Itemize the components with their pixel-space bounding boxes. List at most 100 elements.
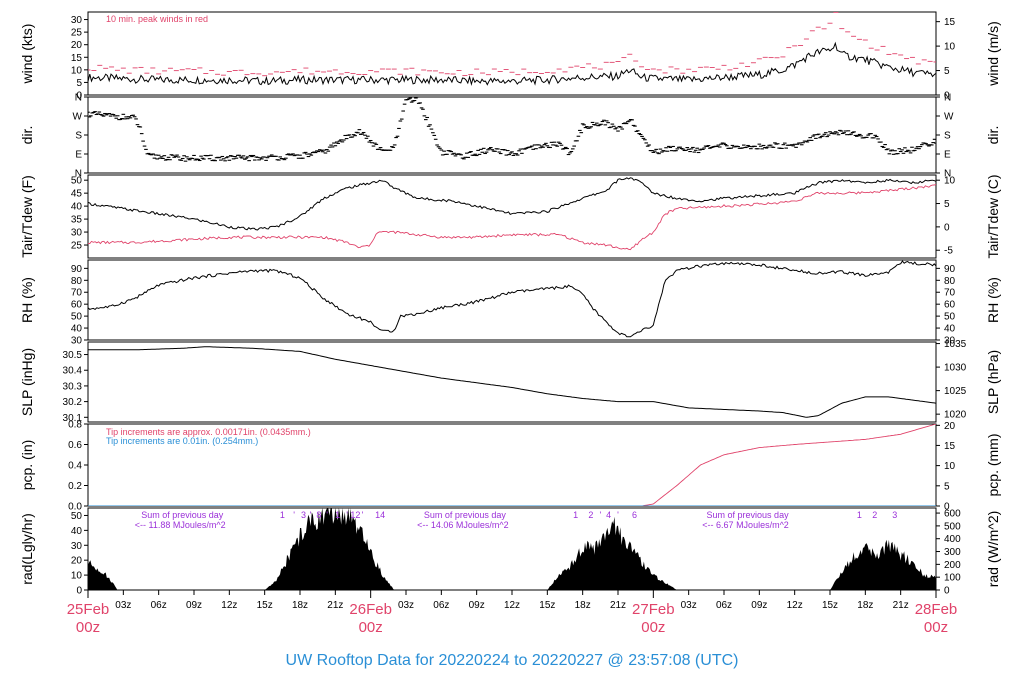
x-day-label: 26Feb — [349, 601, 392, 618]
x-axis: 03z 06z 09z 12z 15z 18z 21z 03z 06z 09z 12z 15z 18z 2… — [67, 590, 958, 636]
pcp-annotation: Tip increments are approx. 0.00171in. (0… — [106, 427, 311, 437]
y-tick-label-right: 1020 — [944, 410, 967, 421]
radiation-marker: 2 — [872, 510, 877, 520]
y-tick-label-left: 15 — [71, 53, 83, 64]
y-tick-label-right: 200 — [944, 560, 961, 571]
series-red-line — [88, 183, 936, 251]
y-axis-label-right: SLP (hPa) — [985, 350, 1001, 414]
y-tick-label-left: 50 — [71, 511, 83, 522]
y-tick-label-right: 1025 — [944, 386, 967, 397]
y-tick-label-left: N — [75, 169, 82, 180]
x-tick-label: 15z — [539, 600, 555, 611]
y-tick-label-left: 0.2 — [68, 481, 82, 492]
y-tick-label-right: 15 — [944, 17, 956, 28]
radiation-marker: 1 — [280, 510, 285, 520]
y-tick-label-left: 40 — [71, 526, 83, 537]
x-tick-label: 03z — [398, 600, 414, 611]
y-tick-label-right: 100 — [944, 573, 961, 584]
y-tick-label-left: 20 — [71, 40, 83, 51]
y-tick-label-right: 90 — [944, 264, 956, 275]
series-group — [88, 424, 936, 506]
y-tick-label-right: 1030 — [944, 363, 967, 374]
y-axis-label-left: dir. — [19, 126, 35, 145]
series-group — [88, 12, 936, 87]
y-tick-label-right: 80 — [944, 276, 956, 287]
y-tick-label-left: 0.8 — [68, 420, 82, 431]
x-day-hour-label: 00z — [359, 619, 383, 636]
y-tick-label-left: 60 — [71, 300, 83, 311]
y-tick-label-left: 80 — [71, 276, 83, 287]
y-tick-label-left: 50 — [71, 312, 83, 323]
x-tick-label: 12z — [221, 600, 237, 611]
x-tick-label: 09z — [186, 600, 202, 611]
panel-frame — [87, 11, 937, 96]
y-axis-label-right: Tair/Tdew (C) — [985, 174, 1001, 258]
series-black-line — [88, 260, 936, 338]
x-day-label: 28Feb — [915, 601, 958, 618]
radiation-marker: 2 — [588, 510, 593, 520]
radiation-marker: 1 — [857, 510, 862, 520]
y-tick-label-right: 20 — [944, 421, 956, 432]
x-day-hour-label: 00z — [76, 619, 100, 636]
y-tick-label-right: 40 — [944, 324, 956, 335]
y-axis-label-left: Tair/Tdew (F) — [19, 175, 35, 257]
y-tick-label-right: 0 — [944, 586, 950, 597]
x-day-hour-label: 00z — [641, 619, 665, 636]
daily-sum-title: Sum of previous day — [141, 510, 224, 520]
radiation-marker: ' — [362, 510, 364, 520]
y-tick-label-right: 70 — [944, 288, 956, 299]
y-tick-label-right: 5 — [944, 66, 950, 77]
y-axis-label-left: wind (kts) — [19, 24, 35, 85]
y-tick-label-right: 600 — [944, 509, 961, 520]
y-tick-label-right: -5 — [944, 246, 953, 257]
y-tick-label-right: 10 — [944, 42, 956, 53]
y-tick-label-right: 400 — [944, 534, 961, 545]
y-tick-label-left: 0 — [76, 586, 82, 597]
panel-rad: 010203040500100200300400500600rad(Lgly/h… — [19, 507, 1001, 597]
y-tick-label-right: 0 — [944, 91, 950, 102]
y-tick-label-left: 30.2 — [63, 397, 83, 408]
y-tick-label-left: 30 — [71, 15, 83, 26]
panel-slp: 30.1 30.2 30.3 30.4 30.5 1020 1025 1030 1035 SLP … — [19, 339, 1001, 424]
y-tick-label-right: N — [944, 169, 951, 180]
daily-sum-value: <-- 11.88 MJoules/m^2 — [135, 520, 226, 530]
y-tick-label-right: 300 — [944, 547, 961, 558]
panel-temp: 25 30 35 40 45 50 -5 0 5 10 Tair/Tdew (F) Tair/Tdew… — [19, 174, 1001, 258]
x-tick-label: 09z — [469, 600, 485, 611]
x-tick-label: 09z — [751, 600, 767, 611]
series-black-line — [88, 177, 936, 231]
series-red-line — [88, 424, 936, 506]
y-axis-label-left: RH (%) — [19, 277, 35, 323]
y-tick-label-left: N — [75, 93, 82, 104]
series-group — [88, 97, 936, 162]
y-tick-label-left: 25 — [71, 28, 83, 39]
y-tick-label-right: 60 — [944, 300, 956, 311]
y-tick-label-left: 5 — [76, 78, 82, 89]
y-tick-label-left: 70 — [71, 288, 83, 299]
x-day-label: 25Feb — [67, 601, 110, 618]
y-tick-label-left: W — [73, 112, 83, 123]
x-tick-label: 21z — [327, 600, 343, 611]
y-axis-label-right: pcp. (mm) — [985, 434, 1001, 497]
radiation-marker: 1 — [573, 510, 578, 520]
y-tick-label-right: 1035 — [944, 339, 967, 350]
y-tick-label-left: 35 — [71, 215, 83, 226]
y-tick-label-left: 0 — [76, 91, 82, 102]
x-tick-label: 21z — [610, 600, 626, 611]
radiation-marker: ' — [326, 510, 328, 520]
radiation-marker: 6 — [632, 510, 637, 520]
y-tick-label-right: 10 — [944, 461, 956, 472]
panel-pcp: 0.0 0.2 0.4 0.6 0.8 0 5 10 15 20 pcp. (in) pcp. (mm… — [19, 420, 1001, 513]
y-tick-label-left: 30.3 — [63, 381, 83, 392]
x-tick-label: 03z — [115, 600, 131, 611]
x-tick-label: 21z — [893, 600, 909, 611]
y-axis-label-right: rad (W/m^2) — [985, 511, 1001, 588]
y-axis-label-right: wind (m/s) — [985, 21, 1001, 87]
y-tick-label-left: 30.1 — [63, 413, 83, 424]
y-tick-label-left: 30 — [71, 336, 83, 347]
radiation-area — [88, 508, 936, 590]
x-tick-label: 18z — [857, 600, 873, 611]
